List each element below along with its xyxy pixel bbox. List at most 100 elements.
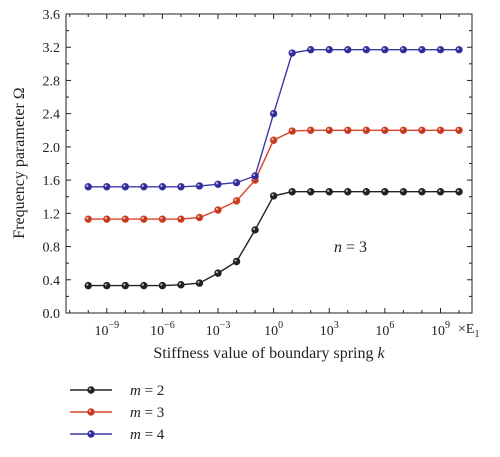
data-point	[177, 183, 185, 191]
data-point-highlight	[86, 217, 89, 220]
data-point-highlight	[290, 50, 293, 54]
data-point	[214, 206, 222, 214]
data-point	[214, 180, 222, 188]
y-tick-label: 2.4	[43, 108, 61, 123]
data-point	[251, 226, 259, 234]
data-point-highlight	[141, 217, 144, 220]
data-point-highlight	[456, 128, 460, 131]
y-axis-label: Frequency parameter Ω	[11, 87, 28, 238]
data-point-highlight	[419, 47, 423, 50]
x-tick-labels: 10−9 10−6 10−3 100 103 106 109	[94, 320, 450, 339]
data-point	[121, 183, 130, 191]
data-point-highlight	[419, 189, 423, 192]
data-point	[344, 46, 352, 54]
legend-marker	[87, 430, 95, 438]
data-point-highlight	[104, 184, 107, 187]
x-tick-label: 100	[264, 320, 283, 339]
data-point	[269, 136, 278, 144]
x-tick-label: 106	[375, 320, 394, 339]
data-point	[195, 279, 204, 287]
data-point-highlight	[234, 180, 237, 183]
y-tick-label: 0.0	[43, 307, 61, 322]
data-point-highlight	[123, 217, 126, 220]
y-tick-label: 3.6	[43, 8, 61, 23]
data-point	[121, 281, 130, 290]
data-point-highlight	[290, 189, 293, 192]
data-point-highlight	[271, 138, 274, 141]
data-point-highlight	[271, 111, 274, 114]
data-point	[232, 197, 241, 205]
data-point	[288, 49, 296, 57]
legend: m = 2 m = 3 m = 4	[70, 383, 165, 443]
x-tick-label: 103	[320, 320, 339, 339]
data-point	[325, 46, 333, 54]
data-point	[103, 215, 111, 223]
data-point	[325, 126, 333, 134]
x-axis-label: Stiffness value of boundary spring k	[153, 345, 385, 362]
series-line	[88, 49, 459, 188]
legend-label: m = 3	[130, 405, 164, 421]
data-point-highlight	[345, 128, 348, 131]
data-point-highlight	[364, 128, 367, 131]
y-tick-label: 0.8	[43, 241, 61, 256]
data-point	[103, 281, 111, 290]
data-point-highlight	[104, 283, 107, 286]
data-point-highlight	[197, 215, 200, 218]
y-tick-label: 1.6	[43, 174, 61, 189]
data-point-highlight	[456, 47, 460, 50]
data-point	[455, 126, 463, 134]
data-point-highlight	[215, 207, 219, 211]
data-point-highlight	[308, 128, 311, 131]
data-point-highlight	[382, 128, 385, 131]
data-point	[418, 126, 426, 134]
y-tick-label: 3.2	[43, 41, 61, 56]
data-point	[362, 46, 371, 54]
data-point	[158, 183, 167, 191]
x-unit-label: ×E1	[458, 322, 479, 340]
data-point	[307, 46, 315, 54]
y-tick-label: 2.0	[43, 141, 61, 156]
data-point	[418, 188, 426, 196]
legend-marker-highlight	[88, 387, 92, 391]
data-point	[362, 188, 371, 196]
data-point	[177, 281, 185, 289]
data-point-highlight	[364, 47, 367, 50]
data-point-highlight	[160, 217, 163, 220]
data-point	[436, 188, 445, 196]
data-point	[381, 126, 389, 134]
data-point-highlight	[86, 283, 89, 286]
data-point	[325, 188, 333, 196]
data-point-highlight	[345, 47, 348, 50]
data-point	[251, 172, 259, 180]
data-point	[140, 215, 148, 223]
data-point-highlight	[234, 259, 237, 262]
data-point	[381, 46, 389, 54]
legend-marker-highlight	[88, 409, 92, 413]
data-point-highlight	[327, 47, 330, 50]
data-point	[362, 126, 371, 134]
x-tick-label: 10−9	[94, 320, 119, 339]
legend-marker	[87, 408, 95, 416]
data-point	[140, 281, 148, 290]
x-tick-label: 109	[431, 320, 450, 339]
data-point	[158, 281, 167, 290]
data-point-highlight	[178, 282, 182, 285]
data-point	[436, 46, 445, 54]
data-point-highlight	[438, 47, 441, 50]
data-point-highlight	[178, 217, 182, 220]
series-3	[84, 46, 463, 191]
data-point	[232, 257, 241, 266]
data-point	[399, 46, 408, 54]
data-point-highlight	[401, 128, 404, 131]
data-point-highlight	[178, 184, 182, 187]
series-1	[84, 188, 463, 290]
data-point-highlight	[141, 283, 144, 286]
y-tick-label: 2.8	[43, 74, 61, 89]
data-point-highlight	[438, 128, 441, 131]
data-point-highlight	[308, 47, 311, 50]
data-point	[269, 109, 278, 118]
annotation-n: n = 3	[334, 239, 367, 256]
data-point	[344, 126, 352, 134]
legend-marker-highlight	[88, 431, 92, 435]
x-tick-label: 10−6	[150, 320, 175, 339]
